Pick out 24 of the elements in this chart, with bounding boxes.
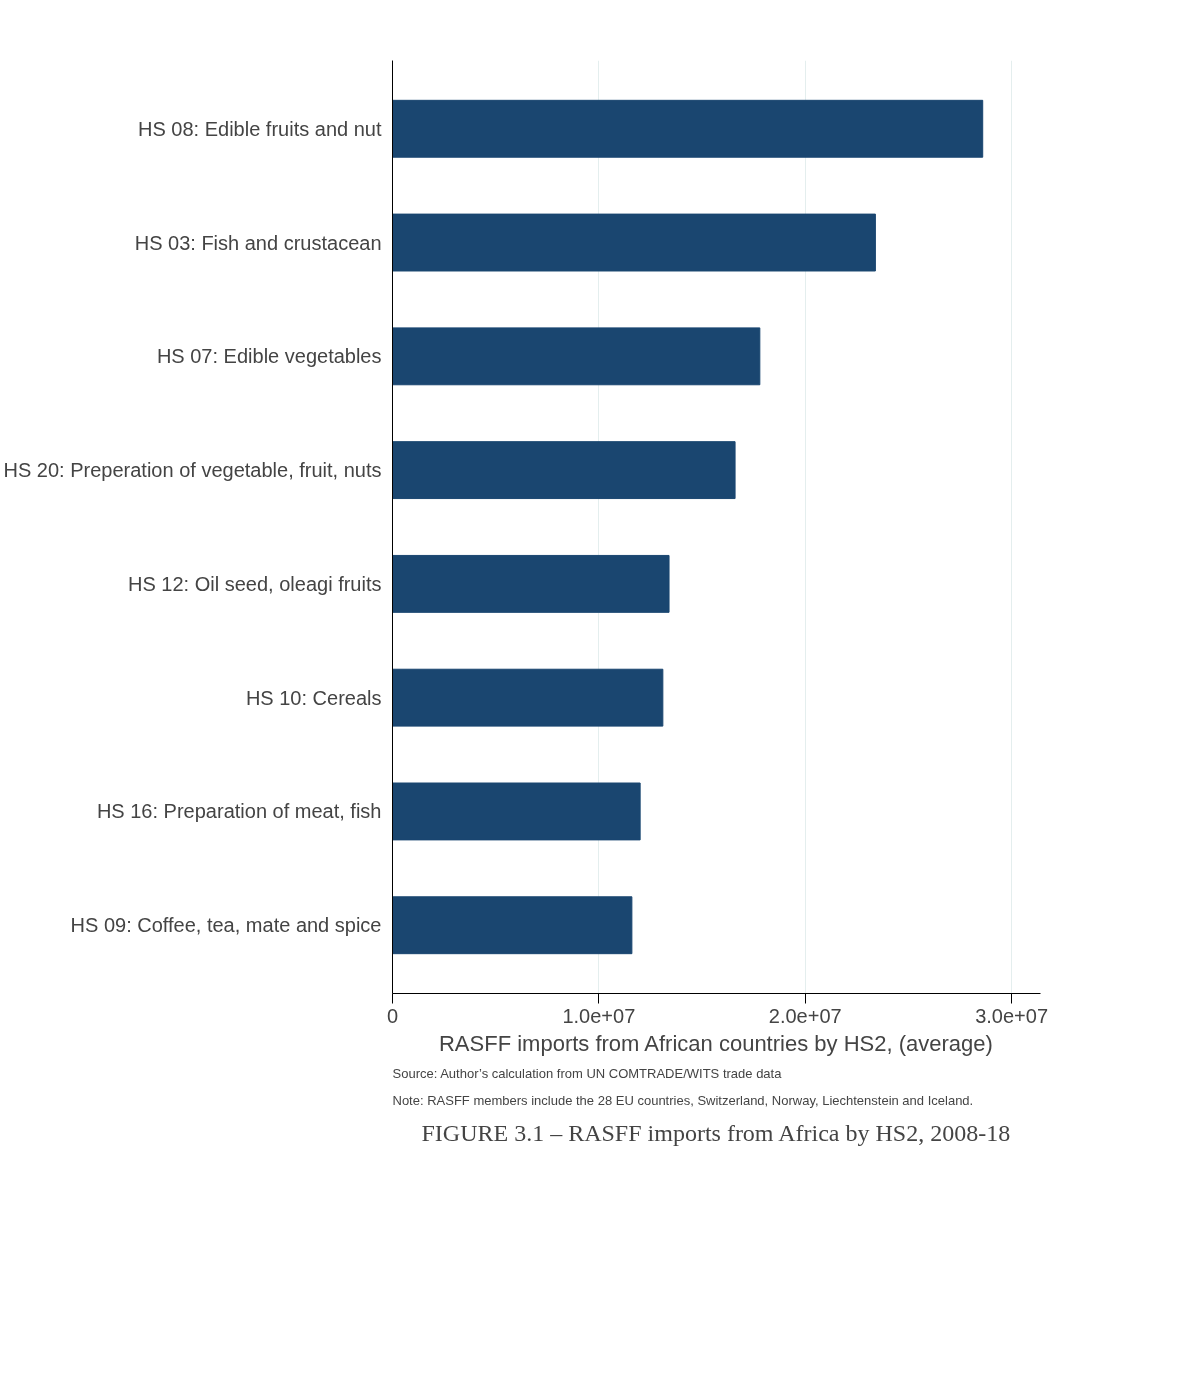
bar	[392, 554, 670, 613]
y-tick-label: HS 20: Preperation of vegetable, fruit, nuts	[3, 459, 382, 482]
y-tick-label: HS 08: Edible fruits and nut	[138, 117, 382, 140]
source-note: Source: Author’s calculation from UN COMTRADE/WITS trade data	[392, 1065, 783, 1081]
x-tick-label: 0	[386, 1004, 399, 1027]
y-tick-label: HS 09: Coffee, tea, mate and spice	[70, 914, 382, 937]
x-tick-label: 2.0e+07	[768, 1004, 842, 1027]
text: Note: RASFF members include the 28 EU countries, Switzerland, Norway, Liechtenstein and Iceland.	[392, 1092, 974, 1108]
bar	[392, 896, 633, 955]
y-tick-label: HS 03: Fish and crustacean	[134, 231, 382, 254]
x-axis-title: RASFF imports from African countries by HS2, (average)	[438, 1030, 993, 1056]
text: FIGURE 3.1 – RASFF imports from Africa by HS2, 2008-18	[421, 1119, 1011, 1146]
x-tick-label: 1.0e+07	[562, 1004, 636, 1027]
bar	[392, 668, 664, 727]
bar	[392, 327, 761, 386]
bar	[392, 99, 984, 158]
x-tick-label: 3.0e+07	[975, 1004, 1049, 1027]
y-tick-label: HS 16: Preparation of meat, fish	[96, 800, 382, 823]
bar	[392, 213, 876, 272]
bar	[392, 441, 736, 500]
y-tick-label: HS 10: Cereals	[245, 686, 382, 709]
bar	[392, 782, 641, 841]
y-tick-label: HS 07: Edible vegetables	[156, 345, 382, 368]
y-tick-label: HS 12: Oil seed, oleagi fruits	[128, 572, 382, 595]
